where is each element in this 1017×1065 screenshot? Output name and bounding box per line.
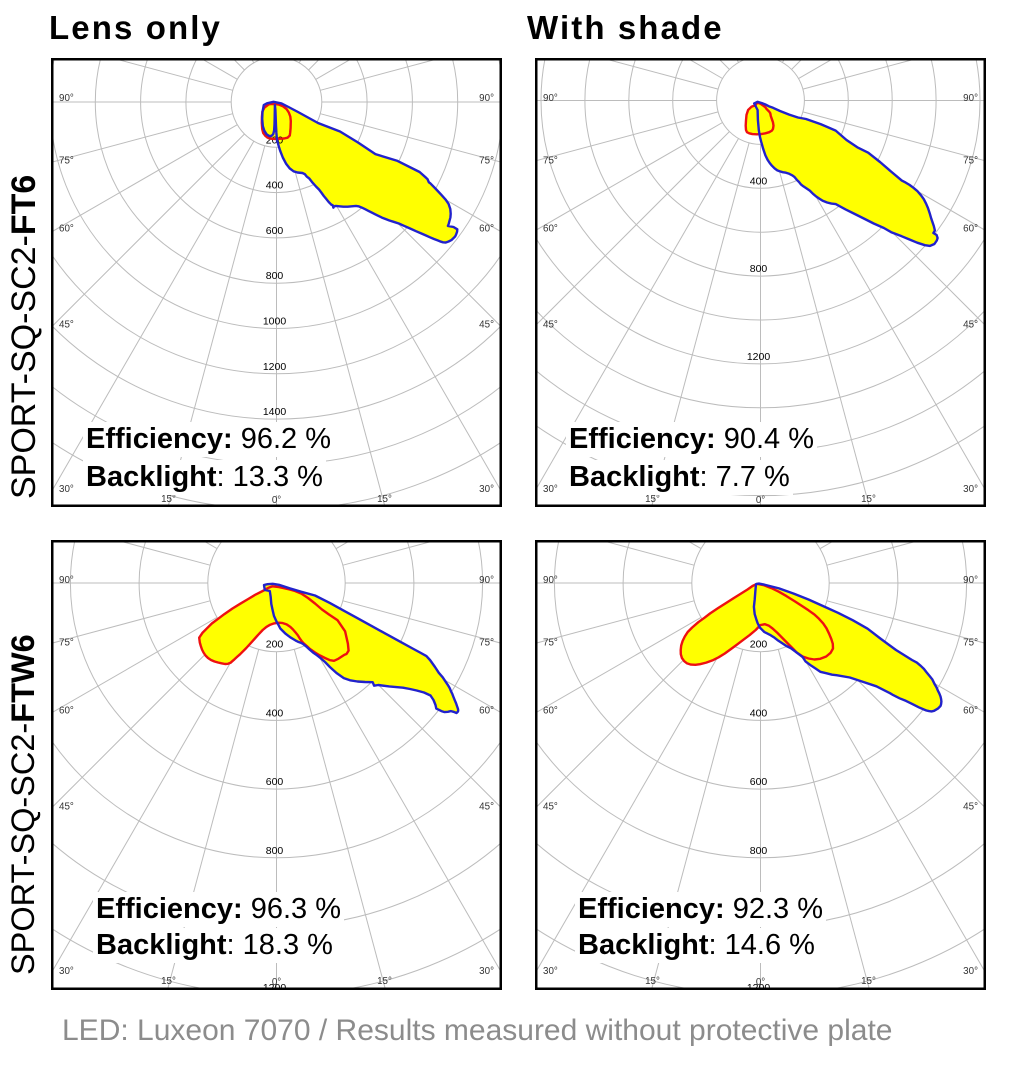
svg-text:60°: 60° xyxy=(59,224,74,235)
svg-text:45°: 45° xyxy=(59,320,74,331)
svg-text:45°: 45° xyxy=(59,802,74,813)
svg-text:45°: 45° xyxy=(543,802,558,813)
svg-text:75°: 75° xyxy=(59,156,74,167)
svg-text:75°: 75° xyxy=(59,638,74,649)
svg-text:90°: 90° xyxy=(59,575,74,586)
svg-text:75°: 75° xyxy=(963,156,978,167)
svg-text:30°: 30° xyxy=(479,966,494,977)
svg-text:30°: 30° xyxy=(543,484,558,495)
svg-text:1200: 1200 xyxy=(263,361,287,373)
svg-text:60°: 60° xyxy=(479,224,494,235)
svg-text:90°: 90° xyxy=(479,93,494,104)
svg-text:60°: 60° xyxy=(479,706,494,717)
svg-text:30°: 30° xyxy=(543,966,558,977)
svg-text:75°: 75° xyxy=(479,638,494,649)
svg-text:30°: 30° xyxy=(59,484,74,495)
svg-text:1000: 1000 xyxy=(263,316,287,328)
svg-text:75°: 75° xyxy=(543,156,558,167)
svg-text:90°: 90° xyxy=(543,575,558,586)
svg-text:0°: 0° xyxy=(272,495,281,506)
svg-text:15°: 15° xyxy=(645,976,660,987)
svg-text:45°: 45° xyxy=(479,802,494,813)
svg-text:400: 400 xyxy=(750,175,768,187)
svg-text:1400: 1400 xyxy=(263,406,287,418)
svg-text:60°: 60° xyxy=(963,224,978,235)
svg-text:15°: 15° xyxy=(861,494,876,505)
svg-text:800: 800 xyxy=(266,270,284,282)
svg-text:200: 200 xyxy=(750,639,768,651)
svg-text:45°: 45° xyxy=(963,320,978,331)
svg-text:15°: 15° xyxy=(861,976,876,987)
svg-text:30°: 30° xyxy=(963,966,978,977)
svg-text:30°: 30° xyxy=(963,484,978,495)
svg-text:75°: 75° xyxy=(963,638,978,649)
svg-text:15°: 15° xyxy=(645,494,660,505)
svg-text:90°: 90° xyxy=(543,93,558,104)
svg-text:600: 600 xyxy=(266,225,284,237)
svg-text:0°: 0° xyxy=(756,977,765,988)
svg-text:15°: 15° xyxy=(161,976,176,987)
svg-text:75°: 75° xyxy=(479,156,494,167)
svg-text:200: 200 xyxy=(266,639,284,651)
svg-text:0°: 0° xyxy=(272,977,281,988)
svg-text:30°: 30° xyxy=(479,484,494,495)
svg-text:400: 400 xyxy=(750,707,768,719)
svg-text:60°: 60° xyxy=(543,224,558,235)
svg-text:75°: 75° xyxy=(543,638,558,649)
svg-text:60°: 60° xyxy=(963,706,978,717)
svg-text:600: 600 xyxy=(750,776,768,788)
svg-text:15°: 15° xyxy=(377,976,392,987)
svg-text:45°: 45° xyxy=(963,802,978,813)
svg-text:90°: 90° xyxy=(59,93,74,104)
svg-text:1200: 1200 xyxy=(747,351,771,363)
svg-text:800: 800 xyxy=(750,263,768,275)
svg-text:60°: 60° xyxy=(543,706,558,717)
svg-text:45°: 45° xyxy=(543,320,558,331)
svg-text:15°: 15° xyxy=(377,494,392,505)
svg-text:30°: 30° xyxy=(59,966,74,977)
svg-text:1200: 1200 xyxy=(263,982,287,990)
svg-text:400: 400 xyxy=(266,180,284,192)
svg-text:90°: 90° xyxy=(479,575,494,586)
svg-text:90°: 90° xyxy=(963,93,978,104)
svg-text:45°: 45° xyxy=(479,320,494,331)
svg-text:0°: 0° xyxy=(756,495,765,506)
svg-text:15°: 15° xyxy=(161,494,176,505)
svg-text:90°: 90° xyxy=(963,575,978,586)
svg-text:60°: 60° xyxy=(59,706,74,717)
svg-text:800: 800 xyxy=(750,845,768,857)
svg-text:600: 600 xyxy=(266,776,284,788)
svg-text:800: 800 xyxy=(266,845,284,857)
svg-text:1200: 1200 xyxy=(747,982,771,990)
svg-text:400: 400 xyxy=(266,707,284,719)
